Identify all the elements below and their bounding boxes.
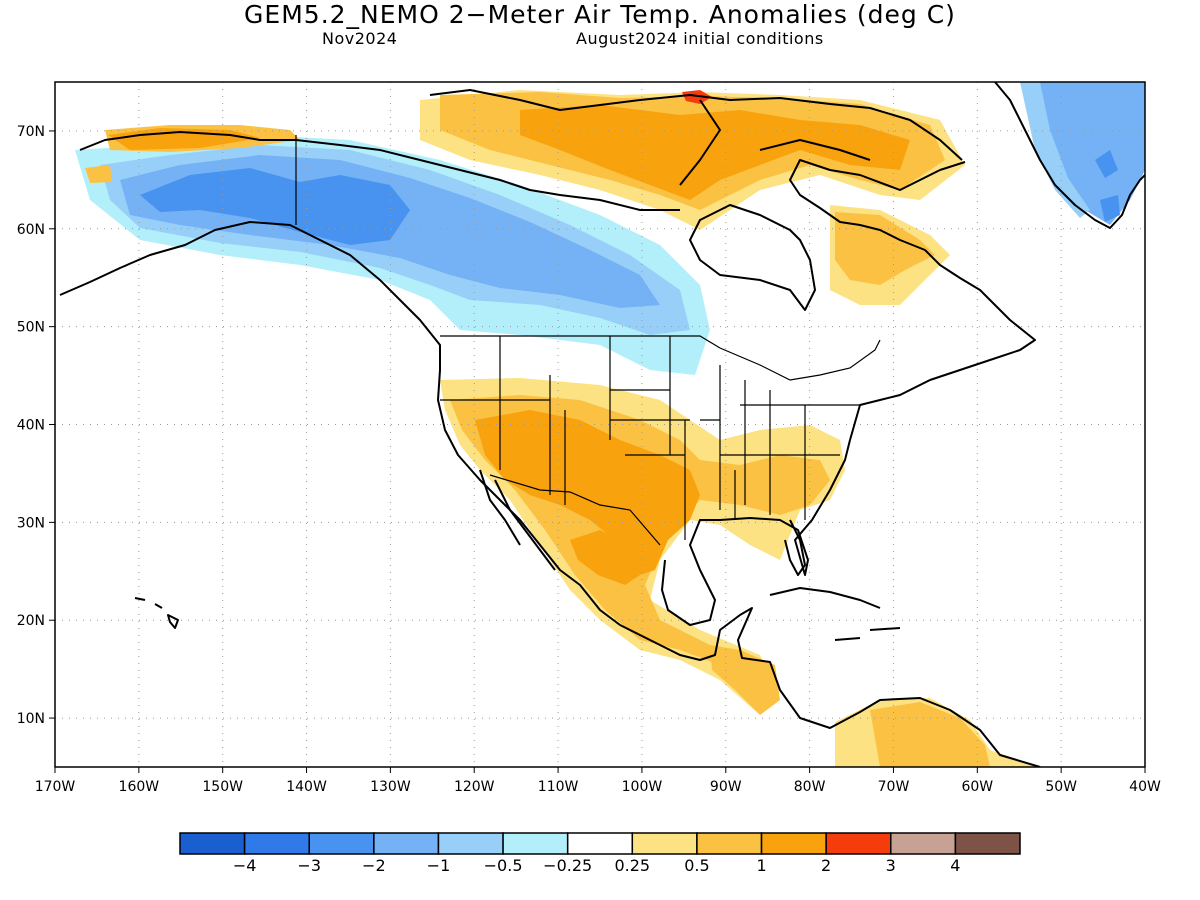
legend-label: 4 xyxy=(950,856,960,875)
lon-tick-label: 130W xyxy=(370,779,411,795)
border-layer xyxy=(295,135,881,546)
anomaly-region-greenland xyxy=(1035,82,1145,225)
lon-tick-label: 80W xyxy=(794,779,826,795)
legend-swatch xyxy=(502,832,569,855)
border-us-mexico xyxy=(489,474,661,546)
legend-swatch xyxy=(437,832,504,855)
legend-swatch xyxy=(373,832,440,855)
lon-tick-label: 90W xyxy=(710,779,742,795)
legend-label: −2 xyxy=(362,856,386,875)
legend-swatch xyxy=(243,832,310,855)
legend-label: −3 xyxy=(297,856,321,875)
axis-labels: 170W 160W 150W 140W 130W 120W 110W 100W 90W 80W 70… xyxy=(17,124,1161,795)
lat-tick-label: 20N xyxy=(17,613,45,629)
coastline-east xyxy=(789,159,1036,441)
anomaly-region-sa-warm xyxy=(870,702,990,767)
anomaly-region-bering-warm xyxy=(85,165,112,183)
anomaly-region-nw-cold-strong xyxy=(140,168,410,245)
lon-tick-label: 170W xyxy=(35,779,76,795)
lon-tick-label: 100W xyxy=(622,779,663,795)
anomaly-fill-layer xyxy=(75,82,1145,767)
legend-label: −1 xyxy=(427,856,451,875)
legend-swatch xyxy=(308,832,375,855)
lon-tick-label: 150W xyxy=(202,779,243,795)
anomaly-region-ca-warm xyxy=(710,645,780,715)
lon-tick-label: 60W xyxy=(961,779,993,795)
coastline-cuba xyxy=(769,587,901,641)
anomaly-region-greenland-edge xyxy=(1020,82,1090,218)
state-borders xyxy=(440,336,860,540)
coastline-baja xyxy=(479,469,556,571)
anomaly-region-alaska-north-strong xyxy=(108,128,260,150)
map-title: GEM5.2_NEMO 2−Meter Air Temp. Anomalies … xyxy=(244,0,956,29)
legend-swatch xyxy=(696,832,763,855)
coastline-greenland xyxy=(994,82,1145,229)
legend-label: 2 xyxy=(821,856,831,875)
lon-tick-label: 140W xyxy=(286,779,327,795)
init-conditions: August2024 initial conditions xyxy=(576,29,824,48)
legend-swatch xyxy=(179,832,246,855)
lat-tick-label: 70N xyxy=(17,124,45,140)
coastline-arctic-islands xyxy=(429,89,963,186)
valid-month: Nov2024 xyxy=(322,29,398,48)
anomaly-region-mexico-strong xyxy=(570,530,640,585)
legend-label: 0.5 xyxy=(684,856,709,875)
legend-label: −0.5 xyxy=(484,856,523,875)
coastline-hawaii xyxy=(134,597,179,629)
legend-label: 3 xyxy=(886,856,896,875)
legend-swatch xyxy=(566,832,634,855)
legend-swatch xyxy=(954,832,1021,855)
lon-tick-label: 40W xyxy=(1129,779,1161,795)
coastline-layer xyxy=(59,82,1145,767)
lon-tick-label: 110W xyxy=(538,779,579,795)
lon-tick-label: 120W xyxy=(454,779,495,795)
legend-swatch xyxy=(631,832,698,855)
coastline-florida xyxy=(784,519,806,576)
legend-label: −0.25 xyxy=(543,856,592,875)
legend-swatch xyxy=(760,832,827,855)
coastline-north-america xyxy=(59,221,1041,767)
anomaly-region-us-warm-strong xyxy=(475,410,700,575)
border-us-canada xyxy=(440,335,881,381)
legend-label: −4 xyxy=(233,856,257,875)
legend-label: 0.25 xyxy=(614,856,650,875)
lat-tick-label: 60N xyxy=(17,222,45,238)
lon-tick-label: 70W xyxy=(878,779,910,795)
legend-swatch xyxy=(890,832,957,855)
legend-label: 1 xyxy=(756,856,766,875)
anomaly-region-greenland-core xyxy=(1095,150,1120,222)
coastline-alaska-north xyxy=(79,131,680,211)
lat-tick-label: 50N xyxy=(17,320,45,336)
lat-tick-label: 40N xyxy=(17,418,45,434)
legend-swatch xyxy=(825,832,892,855)
lat-tick-label: 10N xyxy=(17,711,45,727)
anomaly-region-arctic-hot xyxy=(682,90,712,104)
color-legend: −4 −3 −2 −1 −0.5 −0.25 0.25 0.5 1 2 3 4 xyxy=(179,832,1021,875)
lat-tick-label: 30N xyxy=(17,515,45,531)
anomaly-region-arctic-warm-strong xyxy=(520,105,910,200)
coastline-hudson-bay xyxy=(689,204,816,311)
anomaly-region-quebec-warm xyxy=(835,212,935,285)
lon-tick-label: 50W xyxy=(1045,779,1077,795)
lon-tick-label: 160W xyxy=(119,779,160,795)
